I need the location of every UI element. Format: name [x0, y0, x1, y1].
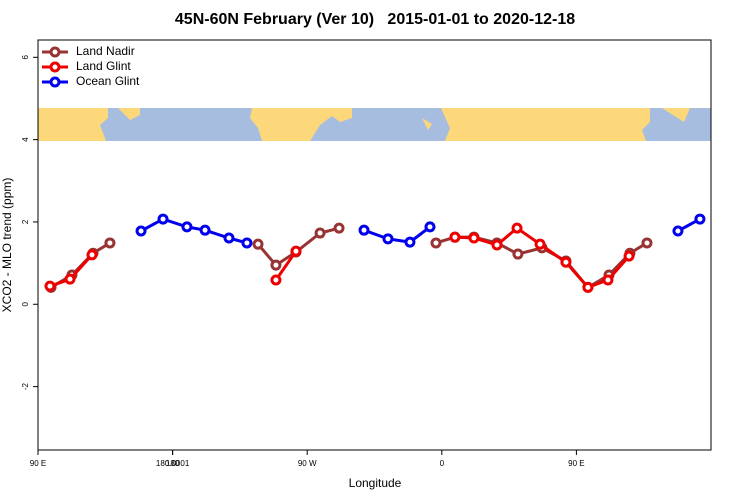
- x-tick-label: 180.0001: [156, 459, 190, 468]
- legend-label: Land Nadir: [76, 44, 135, 58]
- data-point: [694, 213, 706, 225]
- data-point: [511, 222, 523, 234]
- x-tick-label: 0: [440, 459, 445, 468]
- x-axis-title: Longitude: [349, 476, 402, 490]
- data-point: [382, 233, 394, 245]
- data-point: [560, 256, 572, 268]
- data-point: [404, 236, 416, 248]
- x-tick-label: 180: [166, 459, 180, 468]
- data-point: [199, 224, 211, 236]
- data-point: [602, 274, 614, 286]
- legend-marker: [49, 46, 61, 58]
- data-point: [252, 238, 264, 250]
- x-tick-label: 90 E: [568, 459, 584, 468]
- map-strip: [38, 108, 711, 141]
- data-point: [449, 231, 461, 243]
- data-point: [512, 248, 524, 260]
- data-point: [270, 274, 282, 286]
- data-point: [290, 245, 302, 257]
- y-tick-label: 0: [21, 302, 30, 307]
- data-point: [424, 221, 436, 233]
- data-point: [44, 280, 56, 292]
- data-point: [104, 237, 116, 249]
- y-tick-label: 6: [21, 55, 30, 60]
- data-point: [181, 221, 193, 233]
- legend-label: Land Glint: [76, 59, 131, 73]
- data-point: [641, 237, 653, 249]
- data-point: [672, 225, 684, 237]
- legend-label: Ocean Glint: [76, 74, 140, 88]
- data-point: [358, 224, 370, 236]
- data-point: [582, 281, 594, 293]
- y-tick-label: 2: [21, 219, 30, 224]
- data-point: [64, 273, 76, 285]
- data-point: [314, 227, 326, 239]
- data-point: [491, 239, 503, 251]
- data-point: [623, 250, 635, 262]
- legend-marker: [49, 61, 61, 73]
- plot-frame: [37, 39, 712, 451]
- data-point: [86, 249, 98, 261]
- data-point: [270, 259, 282, 271]
- data-point: [430, 237, 442, 249]
- data-point: [468, 232, 480, 244]
- chart-title: 45N-60N February (Ver 10) 2015-01-01 to …: [175, 11, 575, 28]
- x-tick-label: 90 W: [298, 459, 317, 468]
- data-point: [223, 232, 235, 244]
- legend-marker: [49, 76, 61, 88]
- data-point: [241, 237, 253, 249]
- y-tick-label: 4: [21, 137, 30, 142]
- data-point: [135, 225, 147, 237]
- data-point: [333, 222, 345, 234]
- data-point: [534, 238, 546, 250]
- data-point: [157, 213, 169, 225]
- y-axis-title: XCO2 - MLO trend (ppm): [0, 178, 14, 313]
- y-tick-label: -2: [21, 383, 30, 391]
- x-tick-label: 90 E: [30, 459, 46, 468]
- series-line: [49, 226, 631, 290]
